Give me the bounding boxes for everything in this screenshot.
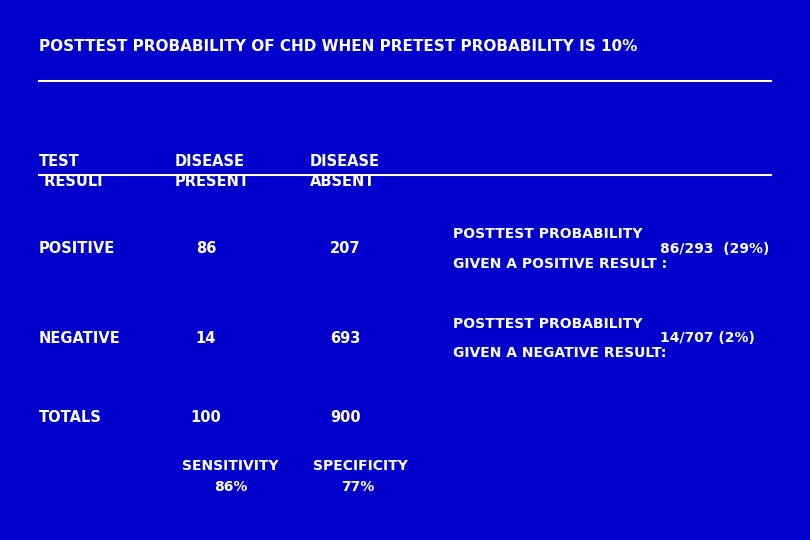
Text: DISEASE
PRESENT: DISEASE PRESENT [174, 154, 249, 189]
Text: POSTTEST PROBABILITY: POSTTEST PROBABILITY [453, 316, 642, 330]
Text: 693: 693 [330, 331, 360, 346]
Text: TEST
 RESULT: TEST RESULT [39, 154, 104, 189]
Text: 86: 86 [196, 241, 216, 256]
Text: GIVEN A POSITIVE RESULT :: GIVEN A POSITIVE RESULT : [453, 256, 667, 271]
Text: SENSITIVITY: SENSITIVITY [182, 458, 279, 472]
Text: 86/293  (29%): 86/293 (29%) [660, 242, 770, 256]
Text: DISEASE
ABSENT: DISEASE ABSENT [309, 154, 379, 189]
Text: TOTALS: TOTALS [39, 410, 102, 425]
Text: 100: 100 [190, 410, 221, 425]
Text: 86%: 86% [214, 480, 247, 494]
Text: 77%: 77% [341, 480, 374, 494]
Text: SPECIFICITY: SPECIFICITY [313, 458, 408, 472]
Text: 900: 900 [330, 410, 360, 425]
Text: 207: 207 [330, 241, 360, 256]
Text: NEGATIVE: NEGATIVE [39, 331, 121, 346]
Text: POSITIVE: POSITIVE [39, 241, 115, 256]
Text: GIVEN A NEGATIVE RESULT:: GIVEN A NEGATIVE RESULT: [453, 346, 666, 360]
Text: 14/707 (2%): 14/707 (2%) [660, 332, 755, 346]
Text: POSTTEST PROBABILITY OF CHD WHEN PRETEST PROBABILITY IS 10%: POSTTEST PROBABILITY OF CHD WHEN PRETEST… [39, 39, 637, 55]
Text: 14: 14 [196, 331, 216, 346]
Text: POSTTEST PROBABILITY: POSTTEST PROBABILITY [453, 227, 642, 241]
